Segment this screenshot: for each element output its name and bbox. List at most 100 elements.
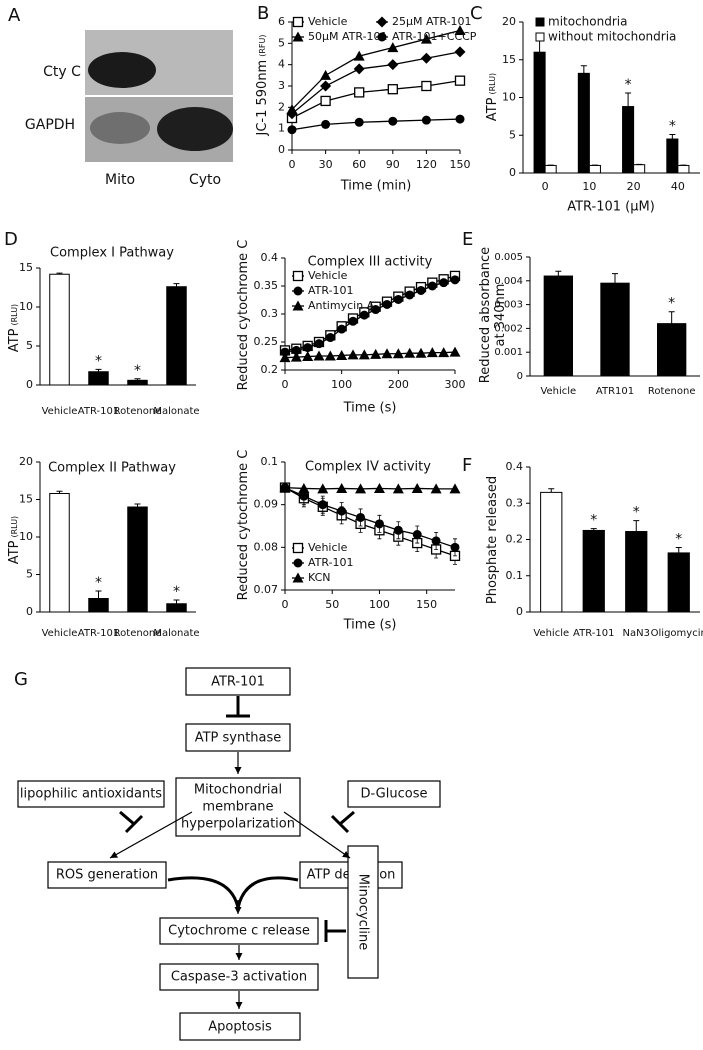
x-tick-label: Vehicle (533, 628, 569, 639)
y-tick-label: 0.001 (494, 347, 523, 358)
error-bar (173, 283, 180, 287)
marker (321, 119, 331, 129)
x-tick-label: 120 (416, 158, 437, 171)
x-tick-label: 30 (319, 158, 333, 171)
x-tick-label: Malonate (153, 628, 199, 639)
node-box (347, 780, 441, 808)
marker (355, 483, 367, 494)
y-axis-label-text: ATP (7, 328, 22, 352)
merge-arrow (167, 876, 240, 909)
y-axis-label-text: Reduced cytochrome C (236, 450, 251, 601)
bar (543, 275, 574, 377)
error-bar (625, 92, 632, 107)
y-tick-label: 5 (26, 339, 33, 352)
series-line (284, 275, 456, 352)
legend-marker (377, 32, 387, 42)
significance-mark: * (590, 513, 597, 529)
significance-mark: * (625, 77, 632, 93)
y-tick-label: 10 (19, 300, 33, 313)
error-bar (580, 65, 587, 74)
y-tick-label: 0.1 (261, 455, 279, 468)
y-tick-label: 0.1 (506, 569, 524, 582)
legend-marker (292, 31, 304, 42)
x-tick-label: 10 (582, 180, 596, 193)
y-axis-label: Phosphate released (485, 476, 500, 604)
inhibition-bar (124, 814, 144, 834)
marker (291, 345, 301, 355)
bar (533, 51, 546, 174)
y-tick-label: 5 (26, 568, 33, 581)
legend-swatch (535, 32, 545, 42)
x-tick-label: 0 (542, 180, 549, 193)
marker (337, 324, 347, 334)
bar (540, 491, 563, 613)
legend-marker (292, 572, 304, 583)
x-tick-label: 90 (386, 158, 400, 171)
y-tick-label: 0.3 (261, 307, 279, 320)
marker (287, 125, 297, 135)
arrow (283, 811, 351, 859)
y-axis-label-text: ATP (7, 540, 22, 564)
legend-marker (292, 270, 304, 282)
panel-letter: A (8, 5, 21, 26)
x-tick-label: ATR-101 (573, 628, 614, 639)
y-tick-label: 0.005 (494, 252, 523, 263)
y-axis-label: ATP (RLU) (485, 73, 500, 121)
error-bar (95, 368, 102, 372)
y-tick-label: 0 (278, 143, 285, 156)
y-axis-label-line: Reduced absorbance (478, 247, 493, 383)
marker (353, 50, 365, 61)
marker (421, 80, 432, 92)
marker (426, 347, 438, 358)
x-tick-label: ATR-101 (78, 628, 119, 639)
y-tick-label: 0.4 (506, 460, 524, 473)
x-tick-label: 150 (416, 598, 437, 611)
x-tick-label: Rotenone (114, 406, 162, 417)
error-bar (633, 520, 640, 532)
inhibition-arrow (339, 810, 355, 826)
x-tick-label: ATR101 (596, 386, 634, 397)
bar (633, 164, 646, 174)
marker (336, 482, 348, 493)
marker (290, 351, 302, 362)
node-label: ROS generation (56, 868, 158, 883)
legend-marker (292, 542, 304, 554)
node-label: Caspase-3 activation (171, 970, 307, 985)
marker (374, 519, 384, 529)
marker (450, 542, 460, 552)
bar (588, 164, 601, 174)
y-axis-label: ATP (RLU) (7, 516, 22, 564)
legend-label: Antimycin A (308, 299, 375, 312)
series-line (291, 118, 461, 131)
y-axis-label-unit: (RLU) (10, 516, 19, 538)
y-axis-label: JC-1 590nm (RFU) (255, 35, 270, 137)
inhibition-bar (330, 814, 350, 834)
marker (324, 350, 336, 361)
marker (279, 352, 291, 363)
node-label: membrane (202, 800, 273, 815)
significance-mark: * (173, 584, 180, 600)
marker (299, 491, 309, 501)
y-tick-label: 2 (278, 100, 285, 113)
legend-marker (292, 16, 304, 28)
legend-label: ATR-101 (308, 284, 354, 297)
marker (356, 512, 366, 522)
significance-mark: * (668, 296, 675, 312)
y-tick-label: 15 (19, 493, 33, 506)
marker (454, 46, 466, 58)
series-line (291, 80, 461, 119)
marker (354, 87, 365, 98)
node-label: D-Glucose (361, 787, 428, 802)
arrow (109, 811, 193, 859)
legend-label: without mitochondria (548, 30, 676, 44)
marker (450, 275, 460, 285)
x-axis-label: Time (s) (343, 618, 397, 633)
legend-label: Vehicle (308, 269, 348, 282)
marker (387, 59, 399, 71)
marker (387, 42, 399, 53)
pathway-diagram: ATR-101 ATP synthase Mitochondrial membr… (17, 667, 441, 1041)
merge-arrow (236, 876, 299, 909)
legend-label: ATR-101 (308, 556, 354, 569)
marker (412, 530, 422, 540)
legend-marker (293, 558, 303, 568)
